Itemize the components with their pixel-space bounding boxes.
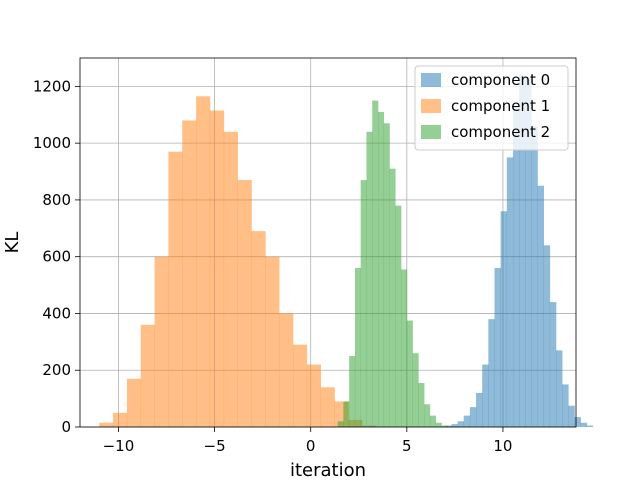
legend-frame bbox=[414, 65, 569, 151]
legend-label: component 2 bbox=[451, 123, 550, 141]
histogram-bars bbox=[99, 75, 594, 428]
histogram-bar-series-2 bbox=[401, 269, 408, 427]
plot-area-frame bbox=[79, 57, 577, 428]
histogram-bar-series-1 bbox=[306, 364, 321, 427]
x-axis-label: iteration bbox=[290, 460, 366, 480]
histogram-bar-series-1 bbox=[113, 412, 128, 427]
legend-swatch bbox=[421, 125, 441, 139]
y-tick-label: 1000 bbox=[33, 134, 71, 152]
y-tick-label: 400 bbox=[42, 304, 71, 322]
histogram-bar-series-1 bbox=[320, 387, 335, 427]
histogram-bar-series-1 bbox=[223, 131, 238, 428]
histogram-bar-series-2 bbox=[441, 425, 448, 427]
histogram-bar-series-2 bbox=[377, 111, 385, 427]
histogram-bar-series-2 bbox=[337, 421, 344, 427]
histogram-bar-series-1 bbox=[168, 151, 183, 427]
histogram-bar-series-0 bbox=[562, 384, 569, 427]
histogram-bar-series-2 bbox=[360, 180, 367, 427]
y-tick-label: 1200 bbox=[33, 77, 71, 95]
histogram-bar-series-2 bbox=[354, 268, 361, 427]
histogram-bar-series-0 bbox=[512, 106, 520, 427]
histogram-bar-series-1 bbox=[265, 256, 280, 427]
histogram-bar-series-0 bbox=[494, 268, 501, 427]
histogram-bar-series-0 bbox=[506, 157, 514, 427]
histogram-bar-series-2 bbox=[435, 422, 442, 427]
histogram-bar-series-2 bbox=[412, 353, 419, 427]
histogram-bar-series-0 bbox=[457, 421, 465, 427]
histogram-bar-series-0 bbox=[543, 245, 551, 427]
x-tick-label: 0 bbox=[306, 437, 316, 455]
legend-swatch bbox=[421, 73, 441, 87]
histogram-bar-series-0 bbox=[488, 319, 495, 427]
histogram-bar-series-2 bbox=[372, 100, 379, 428]
histogram-bar-series-1 bbox=[182, 120, 197, 427]
histogram-bar-series-1 bbox=[126, 378, 142, 427]
histogram-bar-series-0 bbox=[556, 350, 563, 427]
y-tick-label: 0 bbox=[61, 418, 71, 436]
histogram-bar-series-2 bbox=[429, 415, 436, 427]
y-tick-label: 600 bbox=[42, 248, 71, 266]
histogram-bar-series-2 bbox=[406, 320, 413, 427]
histogram-bar-series-0 bbox=[445, 425, 452, 427]
histogram-bar-series-0 bbox=[476, 392, 483, 427]
histogram-bar-series-1 bbox=[279, 313, 294, 427]
x-tick-label: −5 bbox=[204, 437, 226, 455]
histogram-bar-series-2 bbox=[418, 383, 425, 427]
histogram-bar-series-0 bbox=[451, 424, 458, 427]
histogram-bar-series-0 bbox=[469, 407, 477, 427]
y-tick-label: 800 bbox=[42, 191, 71, 209]
histogram-bar-series-0 bbox=[586, 425, 594, 427]
histogram-bar-series-0 bbox=[580, 422, 588, 427]
histogram-bar-series-2 bbox=[395, 205, 402, 427]
histogram-bar-series-0 bbox=[482, 364, 489, 427]
histogram-bar-series-0 bbox=[531, 126, 538, 427]
legend: component 0 component 1 component 2 bbox=[414, 65, 569, 151]
histogram-bar-series-1 bbox=[196, 96, 211, 428]
histogram-bar-series-0 bbox=[537, 185, 545, 427]
legend-swatch bbox=[421, 99, 441, 113]
histogram-bar-series-0 bbox=[463, 415, 471, 427]
histogram-bar-series-1 bbox=[99, 422, 114, 427]
y-axis-label: KL bbox=[2, 232, 23, 254]
axis-ticks: −10 −5 0 5 10 0 200 400 600 800 1000 1200 bbox=[33, 77, 513, 455]
y-tick-label: 200 bbox=[42, 361, 71, 379]
histogram-bar-series-0 bbox=[519, 75, 526, 428]
histogram-bar-series-2 bbox=[343, 401, 350, 427]
legend-label: component 1 bbox=[451, 97, 550, 115]
histogram-bar-series-2 bbox=[349, 356, 356, 427]
histogram-bar-series-2 bbox=[383, 123, 390, 428]
histogram-bar-series-1 bbox=[251, 231, 266, 427]
legend-label: component 0 bbox=[451, 71, 550, 89]
histogram-bar-series-2 bbox=[366, 131, 373, 428]
x-tick-label: 10 bbox=[493, 437, 512, 455]
histogram-bar-series-2 bbox=[389, 168, 396, 427]
histogram-bar-series-0 bbox=[525, 77, 532, 427]
histogram-bar-series-1 bbox=[140, 324, 155, 427]
histogram-bar-series-1 bbox=[293, 344, 308, 427]
x-tick-label: 5 bbox=[402, 437, 412, 455]
histogram-bar-series-1 bbox=[154, 256, 169, 427]
histogram-bar-series-0 bbox=[500, 211, 508, 427]
histogram-bar-series-1 bbox=[209, 110, 225, 427]
histogram-bar-series-2 bbox=[424, 404, 431, 427]
histogram-bar-series-0 bbox=[549, 302, 557, 427]
histogram-bar-series-0 bbox=[574, 417, 581, 427]
histogram-bar-series-0 bbox=[568, 405, 575, 427]
histogram-bar-series-1 bbox=[237, 180, 252, 427]
x-tick-label: −10 bbox=[103, 437, 135, 455]
